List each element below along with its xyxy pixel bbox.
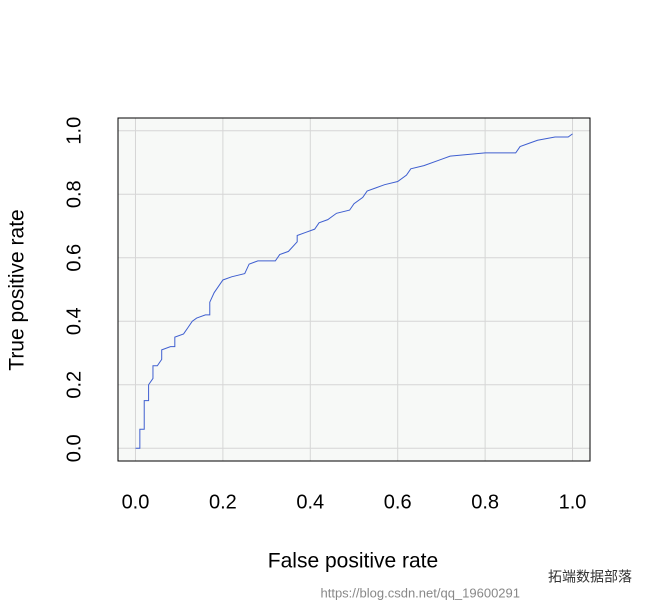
y-tick-label: 0.8 bbox=[63, 180, 85, 208]
watermark-brand: 拓端数据部落 bbox=[548, 569, 632, 585]
plot-background bbox=[118, 118, 590, 461]
y-tick-label: 1.0 bbox=[63, 117, 85, 145]
x-tick-label: 0.4 bbox=[296, 491, 324, 513]
y-tick-label: 0.2 bbox=[63, 371, 85, 399]
plot-frame bbox=[117, 117, 591, 462]
x-tick-label: 1.0 bbox=[559, 491, 587, 513]
x-tick-label: 0.2 bbox=[209, 491, 237, 513]
y-tick-label: 0.0 bbox=[63, 434, 85, 462]
x-tick-label: 0.6 bbox=[384, 491, 412, 513]
x-axis-label: False positive rate bbox=[268, 550, 438, 573]
watermark-url: https://blog.csdn.net/qq_19600291 bbox=[321, 585, 521, 600]
x-tick-label: 0.0 bbox=[122, 491, 150, 513]
roc-line bbox=[135, 133, 573, 449]
y-tick-label: 0.4 bbox=[63, 307, 85, 335]
y-axis-label: True positive rate bbox=[6, 209, 29, 370]
x-tick-label: 0.8 bbox=[471, 491, 499, 513]
y-tick-label: 0.6 bbox=[63, 244, 85, 272]
